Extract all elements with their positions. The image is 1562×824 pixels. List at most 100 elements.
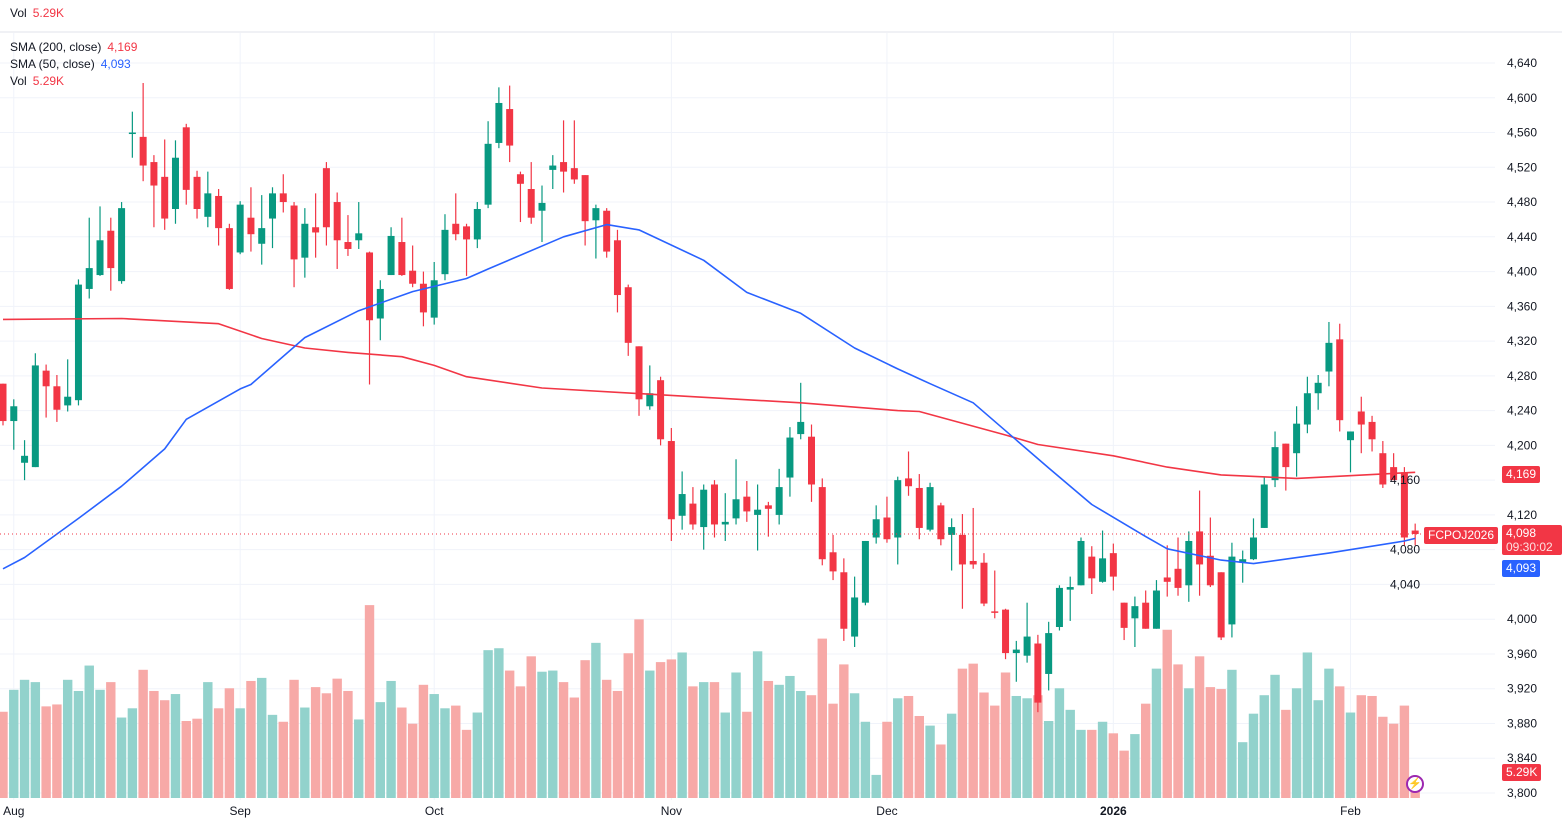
candles[interactable] bbox=[0, 82, 1419, 713]
candle[interactable] bbox=[818, 478, 826, 566]
candle[interactable] bbox=[861, 540, 869, 606]
candle[interactable] bbox=[215, 189, 223, 246]
candle[interactable] bbox=[840, 558, 848, 641]
candle[interactable] bbox=[1303, 376, 1311, 434]
candle[interactable] bbox=[171, 140, 179, 224]
candle[interactable] bbox=[1271, 431, 1279, 488]
candle[interactable] bbox=[31, 353, 39, 468]
candle[interactable] bbox=[527, 162, 535, 224]
candle[interactable] bbox=[419, 271, 427, 327]
candle[interactable] bbox=[10, 399, 18, 450]
candle[interactable] bbox=[333, 192, 341, 269]
candle[interactable] bbox=[1411, 523, 1419, 546]
candle[interactable] bbox=[128, 111, 136, 158]
candle[interactable] bbox=[905, 451, 913, 496]
candle[interactable] bbox=[592, 204, 600, 259]
candle[interactable] bbox=[182, 123, 190, 205]
candle[interactable] bbox=[915, 474, 923, 540]
candle[interactable] bbox=[1368, 415, 1376, 452]
candle[interactable] bbox=[225, 223, 233, 290]
candle[interactable] bbox=[290, 202, 298, 288]
candle[interactable] bbox=[398, 217, 406, 276]
candle[interactable] bbox=[624, 284, 632, 356]
candle[interactable] bbox=[1163, 545, 1171, 597]
candle[interactable] bbox=[581, 175, 589, 246]
candle[interactable] bbox=[452, 193, 460, 241]
candle[interactable] bbox=[484, 121, 492, 209]
candle[interactable] bbox=[1034, 634, 1042, 713]
candle[interactable] bbox=[667, 428, 675, 541]
candle[interactable] bbox=[926, 482, 934, 532]
candle[interactable] bbox=[851, 576, 859, 647]
candle[interactable] bbox=[1174, 537, 1182, 596]
candle[interactable] bbox=[516, 171, 524, 223]
candle[interactable] bbox=[42, 364, 50, 418]
candle[interactable] bbox=[613, 229, 621, 313]
candle[interactable] bbox=[269, 187, 276, 249]
candle[interactable] bbox=[570, 120, 578, 184]
candle[interactable] bbox=[894, 476, 902, 565]
legend-sma50[interactable]: SMA (50, close) 4,093 bbox=[10, 57, 131, 71]
legend-volume[interactable]: Vol 5.29K bbox=[10, 74, 64, 88]
candle[interactable] bbox=[1206, 517, 1214, 588]
candle[interactable] bbox=[678, 471, 686, 530]
candle[interactable] bbox=[958, 514, 966, 609]
candle[interactable] bbox=[635, 346, 643, 416]
candle[interactable] bbox=[193, 170, 201, 219]
candle[interactable] bbox=[355, 202, 363, 249]
candle[interactable] bbox=[409, 245, 417, 288]
candle[interactable] bbox=[74, 279, 82, 406]
candle[interactable] bbox=[1055, 585, 1063, 631]
candle[interactable] bbox=[1185, 531, 1193, 602]
candle[interactable] bbox=[161, 139, 169, 230]
candle[interactable] bbox=[301, 208, 309, 278]
candle[interactable] bbox=[646, 365, 654, 410]
candle[interactable] bbox=[1077, 537, 1085, 586]
candle[interactable] bbox=[808, 424, 815, 502]
candle[interactable] bbox=[1023, 602, 1031, 663]
candle[interactable] bbox=[150, 155, 158, 228]
candle[interactable] bbox=[1152, 580, 1160, 629]
candle[interactable] bbox=[376, 280, 384, 341]
candle[interactable] bbox=[139, 82, 147, 182]
candle[interactable] bbox=[786, 427, 794, 497]
candle[interactable] bbox=[797, 382, 805, 440]
candle[interactable] bbox=[64, 359, 72, 412]
candle[interactable] bbox=[1066, 576, 1074, 621]
candle[interactable] bbox=[387, 227, 395, 276]
candle[interactable] bbox=[279, 174, 287, 213]
candle[interactable] bbox=[775, 468, 783, 525]
candle[interactable] bbox=[344, 215, 352, 256]
candle[interactable] bbox=[0, 383, 7, 426]
candle[interactable] bbox=[441, 214, 449, 281]
candle[interactable] bbox=[1002, 608, 1010, 660]
candle[interactable] bbox=[560, 120, 568, 193]
candle[interactable] bbox=[1325, 321, 1333, 387]
candle[interactable] bbox=[107, 217, 115, 291]
candle[interactable] bbox=[1357, 396, 1365, 454]
candle[interactable] bbox=[969, 507, 977, 569]
candle[interactable] bbox=[948, 518, 956, 571]
candle[interactable] bbox=[1142, 590, 1150, 629]
candle[interactable] bbox=[1012, 640, 1020, 682]
candle[interactable] bbox=[506, 85, 514, 163]
candle[interactable] bbox=[495, 87, 503, 149]
candle[interactable] bbox=[96, 206, 104, 276]
candle[interactable] bbox=[1109, 543, 1117, 591]
candle[interactable] bbox=[1249, 518, 1257, 561]
candle[interactable] bbox=[1400, 467, 1408, 546]
time-axis[interactable]: Aug Sep Oct Nov Dec 2026 Feb bbox=[3, 804, 1361, 818]
candle[interactable] bbox=[689, 487, 697, 530]
candle[interactable] bbox=[732, 459, 740, 525]
candle[interactable] bbox=[1217, 572, 1225, 641]
candle[interactable] bbox=[549, 155, 557, 190]
candle[interactable] bbox=[603, 208, 611, 258]
candle[interactable] bbox=[247, 187, 255, 252]
candle[interactable] bbox=[473, 202, 481, 249]
candle[interactable] bbox=[118, 202, 126, 284]
candle[interactable] bbox=[721, 493, 729, 541]
candle[interactable] bbox=[258, 195, 266, 265]
price-axis[interactable]: 3,800 3,840 3,880 3,920 3,960 4,000 4,040 4,080… bbox=[1390, 56, 1537, 800]
lightning-icon[interactable]: ⚡ bbox=[1406, 775, 1424, 793]
